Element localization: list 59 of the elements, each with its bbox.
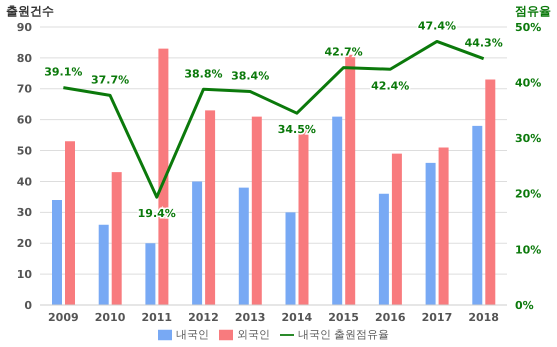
- data-label: 37.7%: [90, 73, 130, 86]
- x-tick-label: 2010: [94, 310, 126, 324]
- x-tick-label: 2009: [48, 310, 79, 324]
- x-tick-label: 2014: [282, 310, 312, 324]
- bar: [392, 154, 402, 305]
- bar: [438, 147, 449, 305]
- y-tick-label: 40: [16, 175, 32, 188]
- y-tick-label: 50: [16, 144, 32, 158]
- data-label: 19.4%: [138, 207, 176, 220]
- y-tick-label: 10: [16, 268, 32, 282]
- y-tick-label: 90: [16, 20, 32, 34]
- legend-label: 내국인: [176, 328, 209, 341]
- y-tick-label: 60: [16, 114, 32, 127]
- data-label: 42.4%: [371, 79, 410, 92]
- y2-tick-label: 30%: [515, 132, 542, 146]
- data-label: 42.7%: [324, 46, 363, 59]
- y2-tick-label: 20%: [515, 188, 542, 201]
- x-tick-label: 2017: [422, 310, 452, 324]
- bar: [112, 172, 122, 305]
- y2-tick-label: 10%: [515, 243, 542, 256]
- x-tick-label: 2011: [141, 310, 172, 324]
- data-label: 38.4%: [231, 69, 270, 82]
- y-tick-label: 80: [16, 52, 32, 65]
- legend-label: 내국인 출원점유율: [298, 328, 390, 341]
- x-tick-label: 2012: [188, 310, 219, 324]
- bar: [52, 200, 62, 305]
- bar: [238, 188, 249, 305]
- bar: [98, 224, 109, 305]
- y2-tick-label: 50%: [515, 20, 542, 34]
- y-tick-label: 20: [16, 237, 32, 250]
- bar: [192, 181, 202, 305]
- x-tick-label: 2018: [468, 310, 499, 324]
- y2-axis-title: 점유율: [515, 3, 551, 20]
- y-tick-label: 0: [24, 298, 32, 312]
- bar: [65, 141, 75, 305]
- y2-tick-label: 40%: [515, 76, 542, 90]
- bar: [332, 116, 342, 305]
- data-label: 44.3%: [464, 36, 503, 50]
- bar: [286, 212, 296, 305]
- bar: [485, 80, 496, 305]
- bar: [345, 54, 356, 305]
- bar: [205, 110, 216, 305]
- data-label: 34.5%: [278, 123, 316, 136]
- x-tick-label: 2013: [234, 310, 266, 324]
- y-tick-label: 70: [16, 82, 32, 96]
- x-tick-label: 2016: [374, 310, 406, 324]
- x-tick-label: 2015: [328, 310, 359, 324]
- data-label: 39.1%: [44, 66, 82, 79]
- bar: [378, 194, 389, 305]
- bar: [145, 243, 156, 305]
- y-tick-label: 30: [16, 206, 32, 220]
- data-label: 38.8%: [184, 67, 223, 80]
- bar: [472, 126, 482, 305]
- bar: [252, 116, 262, 305]
- y-axis-title: 출원건수: [6, 3, 54, 20]
- data-label: 47.4%: [418, 19, 456, 32]
- bar: [426, 162, 436, 305]
- legend-label: 외국인: [236, 328, 270, 341]
- y2-tick-label: 0%: [515, 298, 534, 312]
